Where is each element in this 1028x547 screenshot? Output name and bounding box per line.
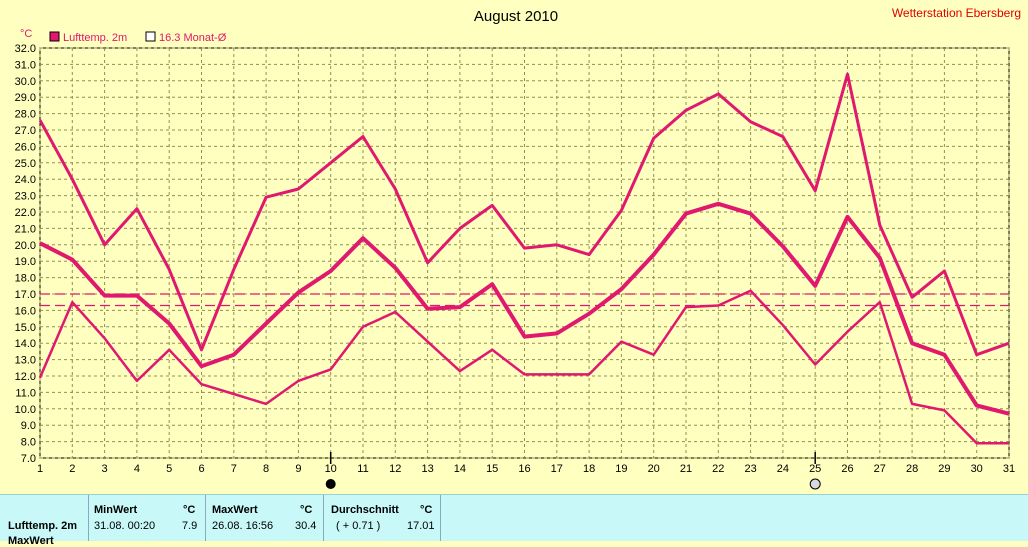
y-tick-label: 24.0	[15, 174, 36, 186]
y-axis-unit: °C	[20, 28, 32, 40]
x-tick-label: 31	[1003, 463, 1015, 475]
legend-label-average: 16.3 Monat-Ø	[159, 32, 227, 44]
x-tick-label: 6	[198, 463, 204, 475]
legend-swatch-series	[49, 31, 60, 42]
average-unit: °C	[420, 504, 433, 516]
moon-markers	[325, 452, 821, 490]
y-tick-label: 15.0	[15, 322, 36, 334]
y-tick-label: 23.0	[15, 191, 36, 203]
y-tick-label: 7.0	[21, 453, 36, 465]
x-tick-label: 9	[295, 463, 301, 475]
x-tick-label: 1	[37, 463, 43, 475]
series-line-max	[38, 72, 1010, 357]
average-delta: ( + 0.71 )	[336, 520, 381, 532]
min-header: MinWert	[94, 504, 138, 516]
y-tick-label: 19.0	[15, 256, 36, 268]
y-tick-label: 10.0	[15, 404, 36, 416]
y-tick-label: 25.0	[15, 158, 36, 170]
y-tick-label: 26.0	[15, 141, 36, 153]
stats-row2-label: MaxWert	[8, 535, 54, 547]
reference-lines	[40, 293, 1009, 307]
series-line-min	[38, 289, 1009, 445]
y-tick-label: 20.0	[15, 240, 36, 252]
new-moon-icon	[325, 479, 336, 489]
y-tick-label: 30.0	[15, 76, 36, 88]
y-tick-label: 13.0	[15, 355, 36, 367]
y-tick-label: 12.0	[15, 371, 36, 383]
y-tick-label: 29.0	[15, 92, 36, 104]
x-tick-label: 15	[486, 463, 498, 475]
min-timestamp: 31.08. 00:20	[94, 520, 156, 532]
x-tick-label: 19	[615, 463, 627, 475]
y-tick-label: 8.0	[21, 437, 36, 449]
x-tick-label: 28	[906, 463, 918, 475]
max-unit: °C	[300, 504, 313, 516]
y-tick-label: 32.0	[15, 43, 36, 55]
y-tick-label: 31.0	[15, 59, 36, 71]
x-tick-label: 30	[971, 463, 983, 475]
x-tick-label: 10	[325, 463, 337, 475]
legend-label-series: Lufttemp. 2m	[63, 32, 127, 44]
legend: Lufttemp. 2m 16.3 Monat-Ø	[49, 31, 227, 44]
x-tick-label: 25	[809, 463, 821, 475]
grid	[39, 47, 1010, 459]
y-tick-label: 17.0	[15, 289, 36, 301]
y-tick-label: 21.0	[15, 223, 36, 235]
max-header: MaxWert	[212, 504, 258, 516]
x-tick-label: 4	[134, 463, 140, 475]
x-tick-label: 2	[69, 463, 75, 475]
x-tick-label: 7	[231, 463, 237, 475]
x-tick-label: 20	[648, 463, 660, 475]
y-tick-label: 14.0	[15, 338, 36, 350]
x-tick-label: 24	[777, 463, 789, 475]
x-tick-label: 23	[744, 463, 756, 475]
x-tick-label: 29	[938, 463, 950, 475]
x-tick-label: 22	[712, 463, 724, 475]
temperature-chart: August 2010 Wetterstation Ebersberg °C L…	[15, 6, 1021, 490]
x-tick-label: 21	[680, 463, 692, 475]
legend-swatch-average	[145, 31, 156, 42]
y-tick-label: 16.0	[15, 305, 36, 317]
y-tick-label: 28.0	[15, 109, 36, 121]
series-line-mittel	[39, 201, 1010, 416]
y-tick-label: 22.0	[15, 207, 36, 219]
x-tick-label: 17	[551, 463, 563, 475]
series-lines	[38, 72, 1010, 445]
statistics-panel: Lufttemp. 2m MaxWert MinWert °C 31.08. 0…	[0, 494, 1028, 547]
station-name: Wetterstation Ebersberg	[892, 6, 1021, 20]
y-tick-label: 27.0	[15, 125, 36, 137]
x-tick-label: 3	[102, 463, 108, 475]
min-value: 7.9	[182, 520, 198, 532]
full-moon-icon	[809, 478, 821, 490]
x-tick-label: 8	[263, 463, 269, 475]
average-header: Durchschnitt	[331, 504, 399, 516]
x-tick-label: 12	[389, 463, 401, 475]
x-tick-label: 18	[583, 463, 595, 475]
x-tick-labels: 1 2 3 4 5 6 7 8 9 10 11 12 13 14 15 16 17 18 19 20 21 22 23 24 2…	[37, 463, 1015, 475]
y-tick-label: 18.0	[15, 273, 36, 285]
x-tick-label: 14	[454, 463, 466, 475]
y-tick-label: 11.0	[15, 387, 36, 399]
x-tick-label: 26	[841, 463, 853, 475]
chart-title: August 2010	[474, 8, 558, 25]
x-tick-label: 13	[421, 463, 433, 475]
x-tick-label: 5	[166, 463, 172, 475]
average-value: 17.01	[407, 520, 435, 532]
stats-row-label: Lufttemp. 2m	[8, 520, 78, 532]
x-tick-label: 27	[874, 463, 886, 475]
x-tick-label: 11	[357, 463, 368, 475]
x-tick-label: 16	[518, 463, 530, 475]
max-timestamp: 26.08. 16:56	[212, 520, 274, 532]
y-tick-label: 9.0	[21, 420, 36, 432]
max-value: 30.4	[295, 520, 317, 532]
min-unit: °C	[183, 504, 196, 516]
y-tick-labels: 7.0 8.0 9.0 10.0 11.0 12.0 13.0 14.0 15.0 16.0 17.…	[15, 43, 36, 465]
